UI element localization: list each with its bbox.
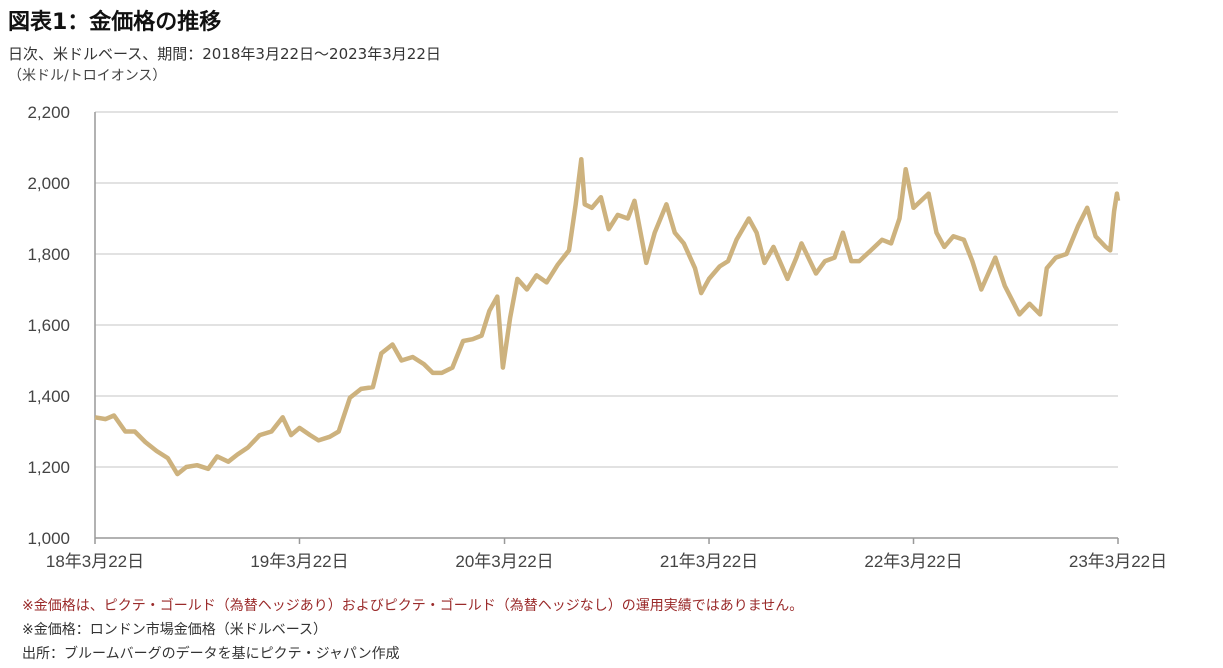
x-tick-label: 21年3月22日 <box>660 552 758 571</box>
x-tick-label: 18年3月22日 <box>46 552 144 571</box>
y-axis-unit: （米ドル/トロイオンス） <box>8 68 167 84</box>
disclaimer-note: ※金価格は、ピクテ・ゴールド（為替ヘッジあり）およびピクテ・ゴールド（為替ヘッジ… <box>22 598 804 614</box>
y-tick-label: 1,000 <box>27 529 70 548</box>
y-tick-label: 2,000 <box>27 174 70 193</box>
y-tick-label: 1,400 <box>27 387 70 406</box>
y-tick-label: 1,800 <box>27 245 70 264</box>
chart-title: 図表1：金価格の推移 <box>8 10 222 35</box>
x-tick-label: 20年3月22日 <box>455 552 553 571</box>
gold-price-line <box>94 156 1121 477</box>
data-source-note: 出所：ブルームバーグのデータを基にピクテ・ジャパン作成 <box>22 646 400 662</box>
y-tick-label: 1,600 <box>27 316 70 335</box>
y-tick-label: 2,200 <box>27 103 70 122</box>
x-tick-label: 23年3月22日 <box>1069 552 1167 571</box>
x-tick-label: 19年3月22日 <box>250 552 348 571</box>
price-source-note: ※金価格：ロンドン市場金価格（米ドルベース） <box>22 622 328 638</box>
x-tick-label: 22年3月22日 <box>864 552 962 571</box>
y-tick-label: 1,200 <box>27 458 70 477</box>
chart-subtitle: 日次、米ドルベース、期間：2018年3月22日～2023年3月22日 <box>8 45 441 63</box>
